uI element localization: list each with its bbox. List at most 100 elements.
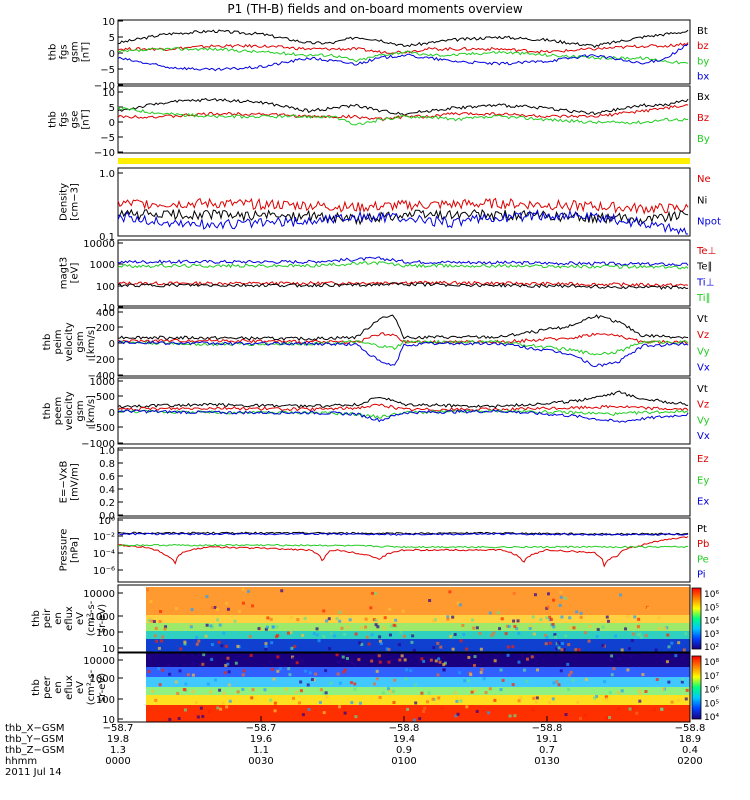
y-axis-label-line: sr-eV) <box>97 604 108 633</box>
spectrogram-pixel <box>301 659 305 663</box>
x-axis-value: 0130 <box>534 756 559 767</box>
spectrogram-pixel <box>429 658 433 662</box>
spectrogram-pixel <box>205 595 209 599</box>
spectrogram-pixel <box>472 626 476 630</box>
y-axis-label-line: eV <box>75 681 86 694</box>
series-line-Ti⊥ <box>117 256 689 267</box>
spectrogram-pixel <box>641 673 645 677</box>
spectrogram-pixel <box>410 640 414 644</box>
spectrogram-pixel <box>298 701 302 705</box>
spectrogram-pixel <box>402 634 406 638</box>
y-tick-label: 0.8 <box>99 459 115 470</box>
spectrogram-pixel <box>242 669 246 673</box>
series-line-bx <box>117 43 689 72</box>
spectrogram-pixel <box>658 626 662 630</box>
y-tick-label: 0.0 <box>99 511 115 522</box>
legend-entry: Npot <box>697 217 721 228</box>
spectrogram-pixel <box>608 716 612 720</box>
series-line-Pt <box>117 531 689 536</box>
spectrogram-pixel <box>545 616 549 620</box>
plot-date: 2011 Jul 14 <box>5 767 62 778</box>
spectrogram-pixel <box>159 610 163 614</box>
spectrogram-pixel <box>167 663 171 667</box>
spectrogram-pixel <box>630 707 634 711</box>
spectrogram-pixel <box>398 658 402 662</box>
spectrogram-pixel <box>263 688 267 692</box>
spectrogram-pixel <box>562 648 566 652</box>
spectrogram-pixel <box>670 700 674 704</box>
x-axis-value: 1.1 <box>253 745 269 756</box>
spectrogram-pixel <box>199 706 203 710</box>
spectrogram-pixel <box>443 661 447 665</box>
spectrogram-pixel <box>387 660 391 664</box>
spectrogram-pixel <box>301 713 305 717</box>
spectrogram-pixel <box>536 668 540 672</box>
spectrogram-pixel <box>548 615 552 619</box>
spectrogram-pixel <box>317 639 321 643</box>
spectrogram-pixel <box>191 673 195 677</box>
spectrogram-pixel <box>388 607 392 611</box>
spectrogram-pixel <box>364 617 368 621</box>
spectrogram-pixel <box>555 647 559 651</box>
spectrogram-pixel <box>397 643 401 647</box>
spectrogram-pixel <box>269 698 273 702</box>
panel-frame <box>117 85 691 154</box>
spectrogram-pixel <box>437 657 441 661</box>
spectrogram-pixel <box>227 670 231 674</box>
spectrogram-pixel <box>249 653 253 657</box>
spectrogram-pixel <box>612 667 616 671</box>
spectrogram-pixel <box>280 589 284 593</box>
y-tick-label: 0 <box>109 339 115 350</box>
spectrogram-pixel <box>299 680 303 684</box>
legend-entry: Pb <box>697 539 709 550</box>
x-axis-value: −58.7 <box>103 723 134 734</box>
spectrogram-pixel <box>349 681 353 685</box>
x-axis-row-label: thb_X−GSM <box>5 723 65 734</box>
spectrogram-pixel <box>563 596 567 600</box>
spectrogram-pixel <box>436 673 440 677</box>
spectrogram-pixel <box>555 680 559 684</box>
spectrogram-pixel <box>448 590 452 594</box>
series-line-Vx <box>117 340 689 368</box>
spectrogram-pixel <box>367 642 371 646</box>
spectrogram-pixel <box>328 647 332 651</box>
spectrogram-pixel <box>511 683 515 687</box>
series-line-Ne <box>117 197 689 215</box>
spectrogram-pixel <box>318 700 322 704</box>
panel-peir-spec: thbpeirenefluxeV(cm²-s-sr-eV) <box>31 584 702 653</box>
spectrogram-pixel <box>176 691 180 695</box>
spectrogram-pixel <box>371 591 375 595</box>
spectrogram-pixel <box>605 717 609 721</box>
spectrogram-pixel <box>609 659 613 663</box>
spectrogram-pixel <box>655 677 659 681</box>
spectrogram-pixel <box>372 618 376 622</box>
spectrogram-pixel <box>149 619 153 623</box>
spectrogram-pixel <box>620 648 624 652</box>
spectrogram-pixel <box>630 639 634 643</box>
spectrogram-pixel <box>610 673 614 677</box>
y-tick-label: −10 <box>94 81 115 92</box>
x-axis-value: 19.8 <box>107 734 129 745</box>
spectrogram-pixel <box>289 616 293 620</box>
spectrogram-pixel <box>358 641 362 645</box>
spectrogram-pixel <box>620 689 624 693</box>
spectrogram-pixel <box>360 642 364 646</box>
spectrogram-pixel <box>183 642 187 646</box>
spectrogram-pixel <box>154 698 158 702</box>
spectrogram-pixel <box>348 618 352 622</box>
spectrogram-pixel <box>285 687 289 691</box>
series-line-Te∥ <box>117 282 689 290</box>
series-line-Npot <box>117 208 689 236</box>
y-tick-label: 0.6 <box>99 472 115 483</box>
spectrogram-pixel <box>314 672 318 676</box>
legend-entry: Te⊥ <box>696 246 716 257</box>
spectrogram-band <box>146 587 690 615</box>
spectrogram-pixel <box>636 624 640 628</box>
series-line-Ni <box>117 208 689 226</box>
spectrogram-pixel <box>324 691 328 695</box>
spectrogram-pixel <box>374 618 378 622</box>
spectrogram-pixel <box>499 688 503 692</box>
spectrogram-pixel <box>420 657 424 661</box>
series-line-By <box>117 106 689 126</box>
